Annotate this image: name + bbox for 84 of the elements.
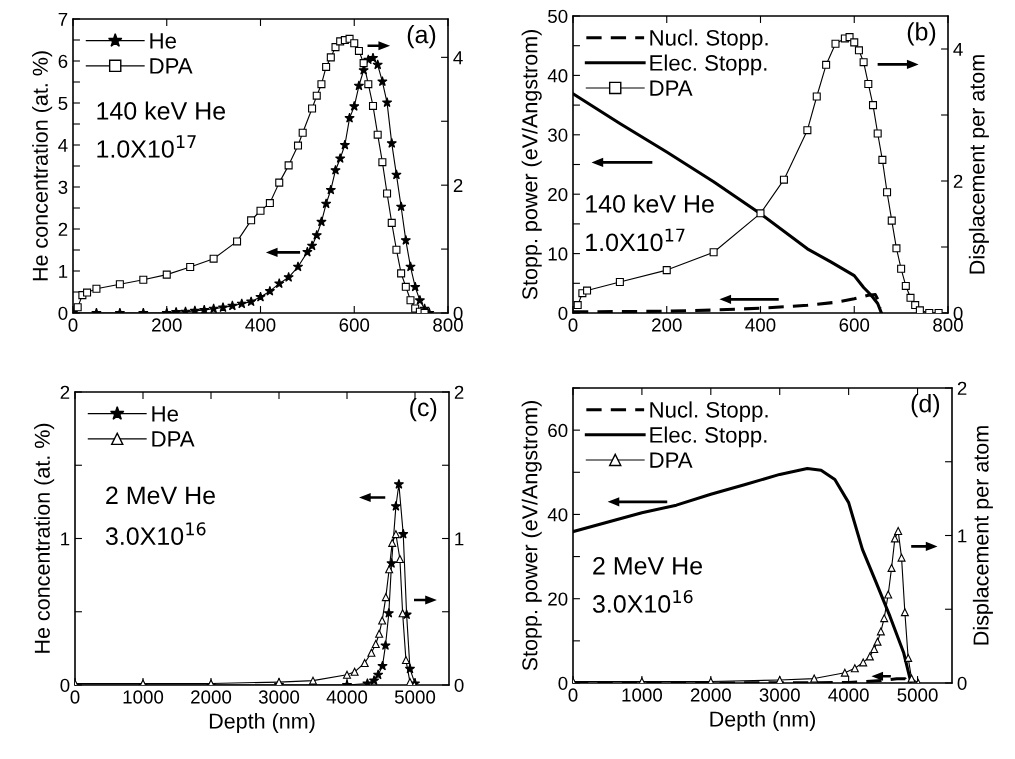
x-tick-label: 3000 <box>258 690 300 704</box>
y2-tick-label: 4 <box>953 42 963 56</box>
legend-label: Nucl. Stopp. <box>650 401 768 423</box>
annotation: 1.0X10$^{17}$ <box>586 228 685 252</box>
x-tick-label: 200 <box>652 318 682 332</box>
x-tick-label: 800 <box>933 318 963 332</box>
legend-label: Elec. Stopp. <box>650 54 767 76</box>
x-tick-label: 0 <box>70 690 80 704</box>
y2-axis-title: Displacement per atom <box>968 55 989 274</box>
x-tick-label: 600 <box>339 318 370 332</box>
x-tick-label: 600 <box>839 318 870 332</box>
legend-label: He <box>152 406 178 422</box>
y-axis-title: He concentration (at. %) <box>32 51 53 281</box>
annotation: (a) <box>407 24 436 49</box>
y-tick-label: 4 <box>58 138 68 152</box>
annotation: 2 MeV He <box>106 486 215 505</box>
y-tick-label: 6 <box>58 54 68 68</box>
legend-label: Elec. Stopp. <box>650 426 767 448</box>
annotation: 1.0X10$^{17}$ <box>97 135 196 158</box>
legend-label: Nucl. Stopp. <box>650 29 768 51</box>
x-tick-label: 400 <box>245 318 276 332</box>
y-tick-label: 60 <box>548 423 568 438</box>
annotation: 2 MeV He <box>593 556 702 575</box>
x-tick-label: 5000 <box>897 688 938 702</box>
annotation: (d) <box>911 394 940 418</box>
y-tick-label: 0 <box>58 306 68 320</box>
y2-tick-label: 0 <box>454 678 464 692</box>
annotation: 140 keV He <box>97 101 226 120</box>
y-tick-label: 5 <box>58 96 68 110</box>
x-tick-label: 0 <box>568 688 578 702</box>
legend-label: DPA <box>650 80 693 96</box>
y-axis-title: He concentration (at. %) <box>34 423 55 653</box>
y-tick-label: 3 <box>58 180 68 194</box>
annotation: (b) <box>907 22 936 46</box>
y2-axis-title: Displacement per atom <box>972 426 993 645</box>
annotation: 3.0X10$^{16}$ <box>592 590 693 613</box>
x-axis-title: Depth (nm) <box>209 712 315 733</box>
legend-label: DPA <box>152 431 195 447</box>
y-tick-label: 2 <box>60 385 70 399</box>
y2-tick-label: 0 <box>453 306 463 320</box>
x-tick-label: 1000 <box>622 688 663 702</box>
x-tick-label: 2000 <box>690 688 731 702</box>
y-tick-label: 1 <box>61 532 70 546</box>
y2-tick-label: 2 <box>957 381 967 395</box>
legend-label: He <box>150 33 176 49</box>
legend-label: DPA <box>650 452 693 468</box>
y2-tick-label: 2 <box>953 174 963 188</box>
y-axis-title: Stopp. power (eV/Angstrom) <box>521 401 542 671</box>
x-tick-label: 1000 <box>123 690 164 704</box>
x-tick-label: 5000 <box>394 690 436 704</box>
y2-tick-label: 0 <box>953 306 963 320</box>
x-tick-label: 4000 <box>828 688 869 702</box>
annotation: 140 keV He <box>586 194 714 213</box>
y-tick-label: 0 <box>558 306 568 320</box>
x-tick-label: 2000 <box>191 690 232 704</box>
x-axis-title: Depth (nm) <box>710 710 815 731</box>
y-tick-label: 7 <box>58 12 68 26</box>
x-tick-label: 800 <box>433 318 463 332</box>
y2-tick-label: 2 <box>454 385 464 399</box>
x-tick-label: 200 <box>152 318 182 332</box>
annotation: 3.0X10$^{16}$ <box>105 522 206 546</box>
y2-tick-label: 0 <box>957 676 967 690</box>
y2-tick-label: 1 <box>455 532 464 546</box>
y-tick-label: 30 <box>548 128 568 142</box>
x-tick-label: 4000 <box>326 690 368 704</box>
y-tick-label: 0 <box>558 676 568 690</box>
y-axis-title: Stopp. power (eV/Angstrom) <box>521 30 542 300</box>
x-tick-label: 0 <box>568 318 578 332</box>
y-tick-label: 20 <box>548 187 568 202</box>
y2-tick-label: 2 <box>453 178 463 192</box>
y2-tick-label: 1 <box>958 529 967 543</box>
y-tick-label: 40 <box>547 69 568 83</box>
y-tick-label: 0 <box>60 678 70 692</box>
x-tick-label: 400 <box>745 318 776 332</box>
y2-tick-label: 4 <box>453 51 463 65</box>
y-tick-label: 50 <box>548 9 568 23</box>
y-tick-label: 1 <box>59 264 68 278</box>
annotation: (c) <box>410 397 437 422</box>
y-tick-label: 10 <box>548 247 568 261</box>
y-tick-label: 40 <box>547 508 568 522</box>
y-tick-label: 20 <box>548 592 568 606</box>
x-tick-label: 3000 <box>759 688 800 702</box>
y-tick-label: 2 <box>58 222 68 236</box>
legend-label: DPA <box>150 58 193 74</box>
